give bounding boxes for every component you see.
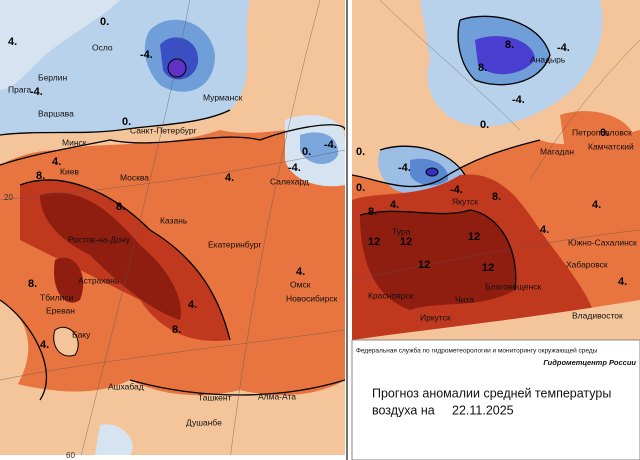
contour-label: 4. — [188, 299, 197, 311]
contour-label: 12 — [368, 236, 380, 248]
contour-label: 8. — [28, 278, 37, 290]
contour-label: 8. — [172, 324, 181, 336]
city-label: Астрахань — [78, 275, 120, 285]
right-map — [352, 0, 640, 340]
city-label: Ашхабад — [108, 381, 144, 391]
city-label: Красноярск — [368, 290, 414, 300]
agency: Федеральная служба по гидрометеорологии … — [356, 347, 598, 355]
contour-label: -4. — [30, 86, 43, 98]
contour-label: 0. — [600, 127, 609, 139]
contour-label: 0. — [356, 146, 365, 158]
contour-label: -4. — [324, 139, 337, 151]
center-name: Гидрометцентр России — [543, 358, 636, 367]
contour-label: 4. — [296, 266, 305, 278]
city-label: Магадан — [540, 146, 574, 156]
title-line: воздуха на — [372, 403, 435, 417]
city-label: Варшава — [38, 108, 74, 118]
city-label: Южно-Сахалинск — [568, 237, 637, 247]
grid-label: 60 — [66, 451, 75, 460]
contour-label: 0. — [480, 119, 489, 131]
contour-label: 8. — [368, 206, 377, 218]
city-label: Прага — [8, 84, 31, 94]
contour-label: 8. — [492, 191, 501, 203]
contour-label: 12 — [468, 231, 480, 243]
city-label: Омск — [290, 279, 311, 289]
city-label: Хабаровск — [566, 259, 608, 269]
city-label: Алма-Ата — [258, 391, 296, 401]
left-map — [0, 0, 345, 455]
contour-label: 0. — [122, 116, 131, 128]
forecast-date: 22.11.2025 — [452, 403, 514, 417]
city-label: Санкт-Петербург — [130, 125, 197, 135]
city-label: Киев — [60, 166, 79, 176]
contour-label: 0. — [302, 146, 311, 158]
city-label: Ростов-на-Дону — [68, 234, 131, 244]
city-label: Мурманск — [203, 92, 243, 102]
contour-label: -4. — [557, 42, 570, 54]
contour-label: 4. — [618, 276, 627, 288]
contour-label: 4. — [8, 36, 17, 48]
city-label: Чита — [455, 294, 474, 304]
city-label: Ереван — [46, 305, 75, 315]
contour-label: 4. — [52, 156, 61, 168]
city-label: Душанбе — [186, 417, 222, 427]
contour-label: 8. — [478, 62, 487, 74]
contour-label: 12 — [418, 259, 430, 271]
city-label: Салехард — [270, 176, 309, 186]
city-label: Казань — [160, 215, 188, 225]
city-label: Осло — [92, 42, 113, 52]
city-label: Благовещенск — [485, 281, 542, 291]
city-label: Владивосток — [572, 310, 623, 320]
contour-label: -4. — [140, 49, 153, 61]
city-label: Тбилиси — [40, 292, 74, 302]
city-label: Тура — [392, 226, 411, 236]
city-label: Анадырь — [530, 54, 566, 64]
contour-label: 0. — [100, 16, 109, 28]
contour-label: 4. — [40, 339, 49, 351]
city-label: Екатеринбург — [208, 239, 261, 249]
contour-label: 4. — [390, 199, 399, 211]
title-line: Прогноз аномалии средней температуры — [372, 386, 611, 400]
city-label: Новосибирск — [286, 293, 338, 303]
city-label: Петропавловск — [572, 127, 632, 137]
contour-label: 12 — [482, 262, 494, 274]
contour-label: 12 — [400, 236, 412, 248]
contour-label: 8. — [505, 39, 514, 51]
contour-label: 4. — [540, 224, 549, 236]
city-label: Берлин — [38, 72, 67, 82]
city-label: Ташкент — [198, 392, 232, 402]
city-label: Минск — [62, 137, 87, 147]
grid-label: 20 — [4, 193, 13, 202]
city-label: Иркутск — [420, 312, 451, 322]
contour-label: -4. — [450, 184, 463, 196]
contour-label: -4. — [512, 94, 525, 106]
caption-box — [351, 339, 640, 460]
contour-label: 8. — [36, 170, 45, 182]
city-label: Якутск — [452, 196, 478, 206]
city-label: Москва — [120, 172, 149, 182]
contour-label: 0. — [356, 182, 365, 194]
contour-label: 4. — [225, 172, 234, 184]
contour-label: 4. — [592, 199, 601, 211]
city-label: Баку — [72, 329, 91, 339]
contour-label: 8. — [116, 201, 125, 213]
contour-label: -4. — [288, 162, 301, 174]
city-label: Камчатский — [588, 141, 634, 151]
contour-label: -4. — [398, 162, 411, 174]
